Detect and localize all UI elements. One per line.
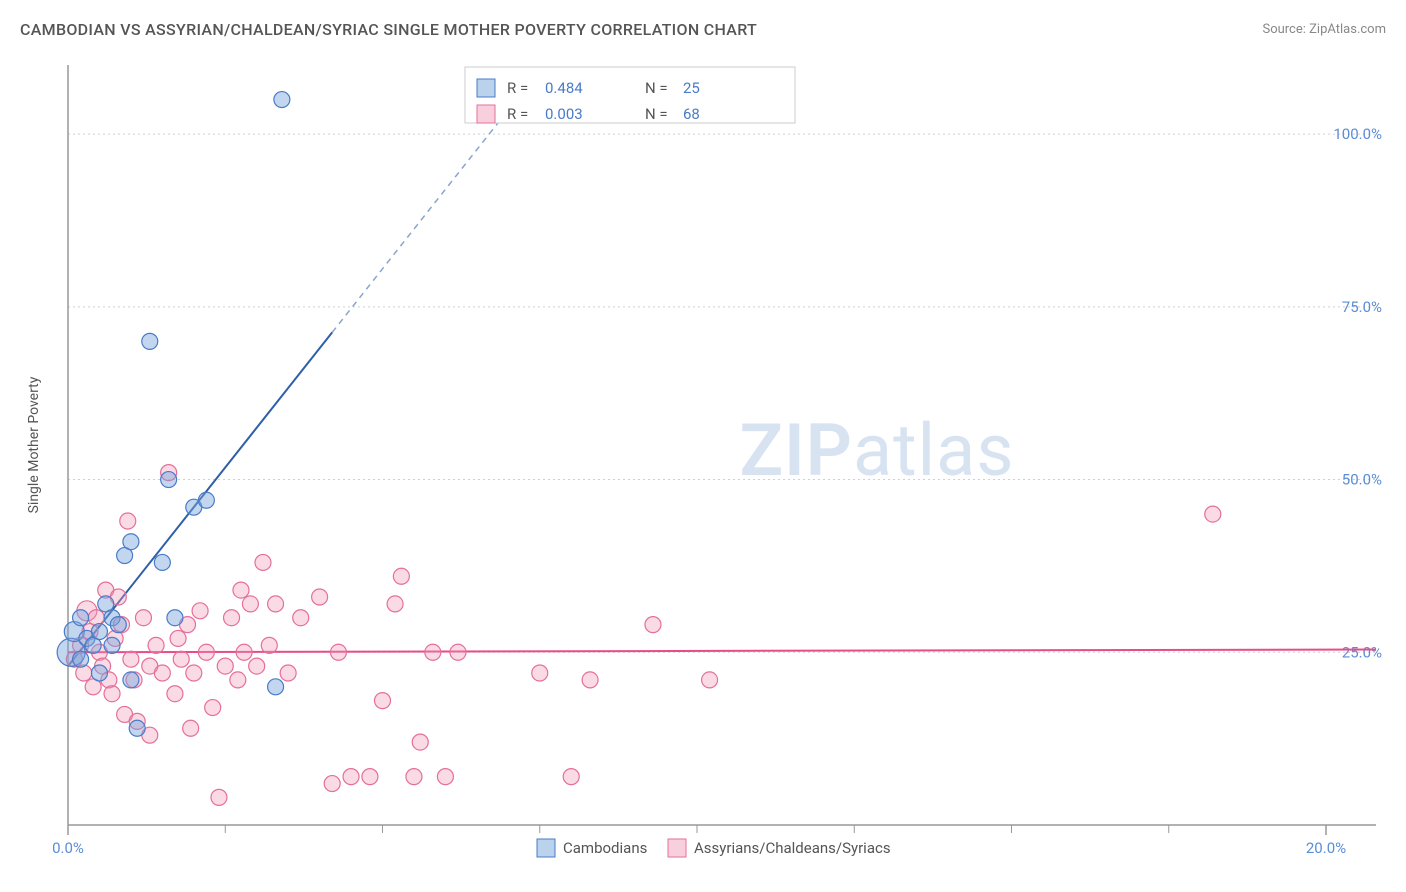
watermark: ZIPatlas: [739, 408, 1014, 493]
data-point: [123, 534, 139, 550]
legend-n-label: N =: [645, 105, 668, 123]
data-point: [268, 679, 284, 695]
data-point: [236, 644, 252, 660]
chart-container: ZIPatlas 25.0% 50.0% 75.0% 100.0% 0.0% 20.0% Si…: [20, 55, 1386, 872]
y-tick-label: 25.0%: [1342, 643, 1382, 661]
bottom-legend-swatch: [537, 839, 555, 857]
data-point: [255, 554, 271, 570]
data-point: [387, 596, 403, 612]
data-point: [91, 665, 107, 681]
chart-title: CAMBODIAN VS ASSYRIAN/CHALDEAN/SYRIAC SI…: [20, 20, 757, 39]
data-point: [274, 92, 290, 108]
data-point: [183, 720, 199, 736]
chart-source: Source: ZipAtlas.com: [1262, 22, 1386, 37]
data-point: [406, 769, 422, 785]
legend-swatch: [477, 105, 495, 123]
data-point: [261, 637, 277, 653]
data-point: [161, 472, 177, 488]
data-point: [73, 651, 89, 667]
legend-r-label: R =: [507, 79, 528, 97]
data-point: [582, 672, 598, 688]
legend-n-value: 25: [683, 79, 700, 97]
data-point: [198, 492, 214, 508]
data-point: [1205, 506, 1221, 522]
legend-r-value: 0.003: [545, 105, 583, 123]
chart-header: CAMBODIAN VS ASSYRIAN/CHALDEAN/SYRIAC SI…: [20, 20, 1386, 39]
data-point: [532, 665, 548, 681]
data-point: [129, 720, 145, 736]
data-point: [154, 554, 170, 570]
data-point: [110, 617, 126, 633]
data-point: [425, 644, 441, 660]
data-point: [167, 610, 183, 626]
source-label: Source:: [1262, 22, 1309, 37]
data-point: [148, 637, 164, 653]
data-point: [375, 693, 391, 709]
data-point: [249, 658, 265, 674]
data-point: [362, 769, 378, 785]
data-point: [702, 672, 718, 688]
scatter-chart: ZIPatlas 25.0% 50.0% 75.0% 100.0% 0.0% 20.0% Si…: [20, 55, 1386, 872]
data-point: [230, 672, 246, 688]
data-point: [142, 333, 158, 349]
data-point: [645, 617, 661, 633]
data-point: [330, 644, 346, 660]
y-tick-label: 75.0%: [1342, 298, 1382, 316]
data-point: [280, 665, 296, 681]
data-point: [154, 665, 170, 681]
data-point: [123, 651, 139, 667]
data-point: [343, 769, 359, 785]
data-point: [450, 644, 466, 660]
data-point: [173, 651, 189, 667]
data-point: [293, 610, 309, 626]
data-point: [192, 603, 208, 619]
data-point: [242, 596, 258, 612]
data-point: [167, 686, 183, 702]
source-link[interactable]: ZipAtlas.com: [1309, 22, 1386, 37]
data-point: [104, 637, 120, 653]
data-point: [211, 789, 227, 805]
legend-swatch: [477, 79, 495, 97]
bottom-legend-label: Assyrians/Chaldeans/Syriacs: [694, 839, 891, 857]
x-tick-label: 0.0%: [52, 839, 84, 857]
data-point: [324, 776, 340, 792]
data-point: [91, 624, 107, 640]
data-point: [104, 686, 120, 702]
bottom-legend-label: Cambodians: [563, 839, 647, 857]
data-point: [198, 644, 214, 660]
data-point: [412, 734, 428, 750]
data-point: [123, 672, 139, 688]
data-point: [217, 658, 233, 674]
y-tick-label: 50.0%: [1342, 471, 1382, 489]
data-point: [170, 630, 186, 646]
data-point: [186, 665, 202, 681]
data-point: [393, 568, 409, 584]
data-point: [120, 513, 136, 529]
data-point: [73, 610, 89, 626]
legend-r-label: R =: [507, 105, 528, 123]
data-point: [205, 700, 221, 716]
data-point: [135, 610, 151, 626]
x-tick-label: 20.0%: [1306, 839, 1346, 857]
data-point: [563, 769, 579, 785]
y-axis-title: Single Mother Poverty: [26, 376, 42, 513]
data-point: [268, 596, 284, 612]
data-point: [437, 769, 453, 785]
legend-r-value: 0.484: [545, 79, 583, 97]
legend-n-value: 68: [683, 105, 700, 123]
data-point: [233, 582, 249, 598]
data-point: [224, 610, 240, 626]
legend-n-label: N =: [645, 79, 668, 97]
y-tick-label: 100.0%: [1333, 125, 1382, 143]
bottom-legend-swatch: [668, 839, 686, 857]
data-point: [312, 589, 328, 605]
